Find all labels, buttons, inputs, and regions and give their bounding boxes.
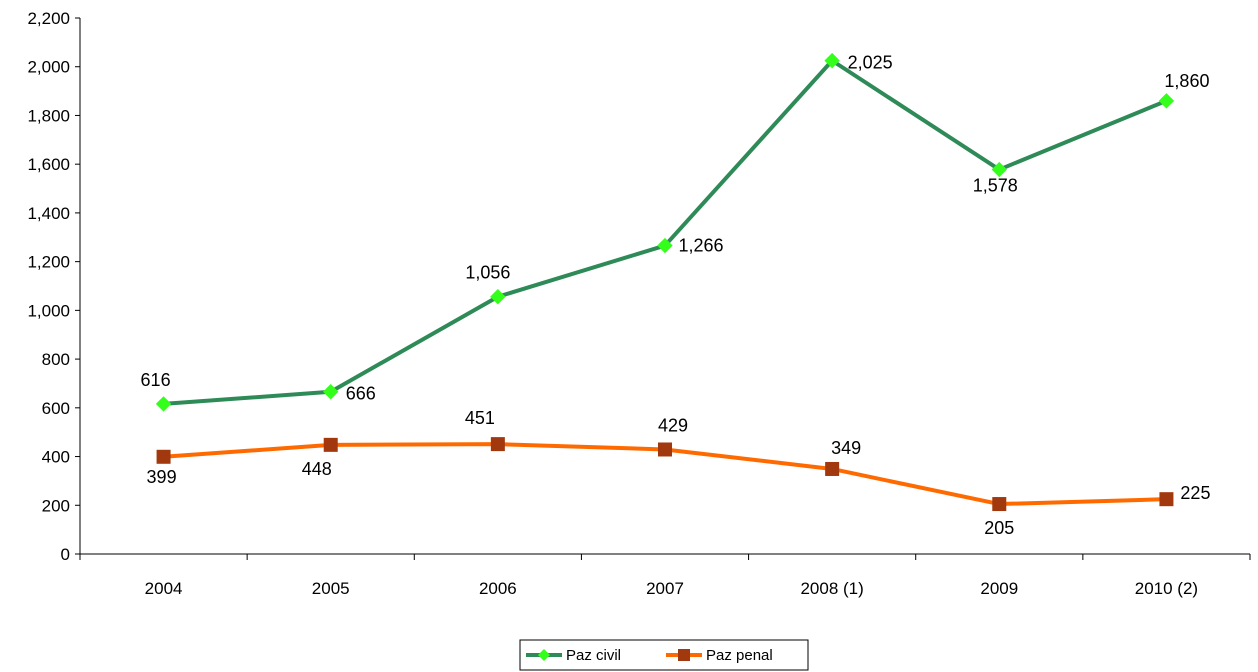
data-point-marker bbox=[1159, 492, 1174, 507]
data-point-marker bbox=[825, 461, 840, 476]
legend-marker bbox=[538, 649, 550, 661]
data-point-marker bbox=[323, 437, 338, 452]
data-label: 1,056 bbox=[465, 263, 510, 283]
data-label: 451 bbox=[465, 408, 495, 428]
x-tick-label: 2007 bbox=[646, 579, 684, 598]
y-tick-label: 2,000 bbox=[27, 58, 70, 77]
data-point-marker bbox=[156, 449, 171, 464]
x-tick-label: 2004 bbox=[145, 579, 183, 598]
data-label: 205 bbox=[984, 518, 1014, 538]
y-tick-label: 1,000 bbox=[27, 301, 70, 320]
series-paz-civil: 616 666 1,056 1,266 2,025 1,578 1,860 bbox=[141, 52, 1209, 412]
data-point-marker bbox=[824, 52, 840, 69]
data-label: 1,266 bbox=[678, 236, 723, 256]
data-point-marker bbox=[992, 497, 1007, 512]
legend-label: Paz civil bbox=[566, 647, 621, 664]
series-line bbox=[163, 58, 1168, 406]
data-label: 616 bbox=[141, 370, 171, 390]
data-label: 429 bbox=[658, 415, 688, 435]
data-point-marker bbox=[991, 161, 1007, 178]
x-tick-label: 2008 (1) bbox=[800, 579, 863, 598]
data-label: 225 bbox=[1180, 483, 1210, 503]
axes: 0 200 400 600 800 1,000 1,200 1,400 1,600 1,800 2,… bbox=[27, 9, 1251, 598]
legend-marker bbox=[678, 649, 690, 661]
data-label: 399 bbox=[147, 467, 177, 487]
data-point-marker bbox=[657, 237, 673, 254]
y-tick-label: 400 bbox=[42, 448, 70, 467]
series-paz-penal: 399 448 451 429 349 205 225 bbox=[147, 408, 1211, 538]
data-point-marker bbox=[490, 437, 505, 452]
y-tick-label: 200 bbox=[42, 496, 70, 515]
data-label: 448 bbox=[302, 459, 332, 479]
legend: Paz civil Paz penal bbox=[519, 639, 809, 671]
data-point-marker bbox=[658, 442, 672, 457]
data-label: 666 bbox=[346, 384, 376, 404]
x-tick-label: 2010 (2) bbox=[1135, 579, 1198, 598]
data-label: 1,860 bbox=[1164, 71, 1209, 91]
series-layer: 616 666 1,056 1,266 2,025 1,578 1,860 399 448 451… bbox=[141, 53, 1211, 538]
y-tick-label: 2,200 bbox=[27, 9, 70, 28]
y-tick-label: 600 bbox=[42, 399, 70, 418]
y-tick-label: 1,400 bbox=[27, 204, 70, 223]
data-label: 349 bbox=[831, 438, 861, 458]
x-ticks: 2004 2005 2006 2007 2008 (1) 2009 2010 (2) bbox=[79, 554, 1251, 598]
data-point-marker bbox=[490, 289, 506, 305]
y-tick-label: 1,200 bbox=[27, 253, 70, 272]
x-tick-label: 2009 bbox=[980, 579, 1018, 598]
data-label: 1,578 bbox=[973, 176, 1018, 196]
y-tick-label: 0 bbox=[61, 545, 70, 564]
data-point-marker bbox=[1158, 93, 1175, 109]
y-ticks: 0 200 400 600 800 1,000 1,200 1,400 1,600 1,800 2,… bbox=[27, 9, 80, 564]
data-point-marker bbox=[323, 384, 339, 400]
legend-label: Paz penal bbox=[706, 647, 773, 664]
x-tick-label: 2005 bbox=[312, 579, 350, 598]
y-tick-label: 1,800 bbox=[27, 106, 70, 125]
x-tick-label: 2006 bbox=[479, 579, 517, 598]
y-tick-label: 800 bbox=[42, 350, 70, 369]
data-point-marker bbox=[155, 396, 172, 412]
data-label: 2,025 bbox=[848, 53, 893, 73]
legend-box bbox=[519, 639, 809, 671]
y-tick-label: 1,600 bbox=[27, 155, 70, 174]
